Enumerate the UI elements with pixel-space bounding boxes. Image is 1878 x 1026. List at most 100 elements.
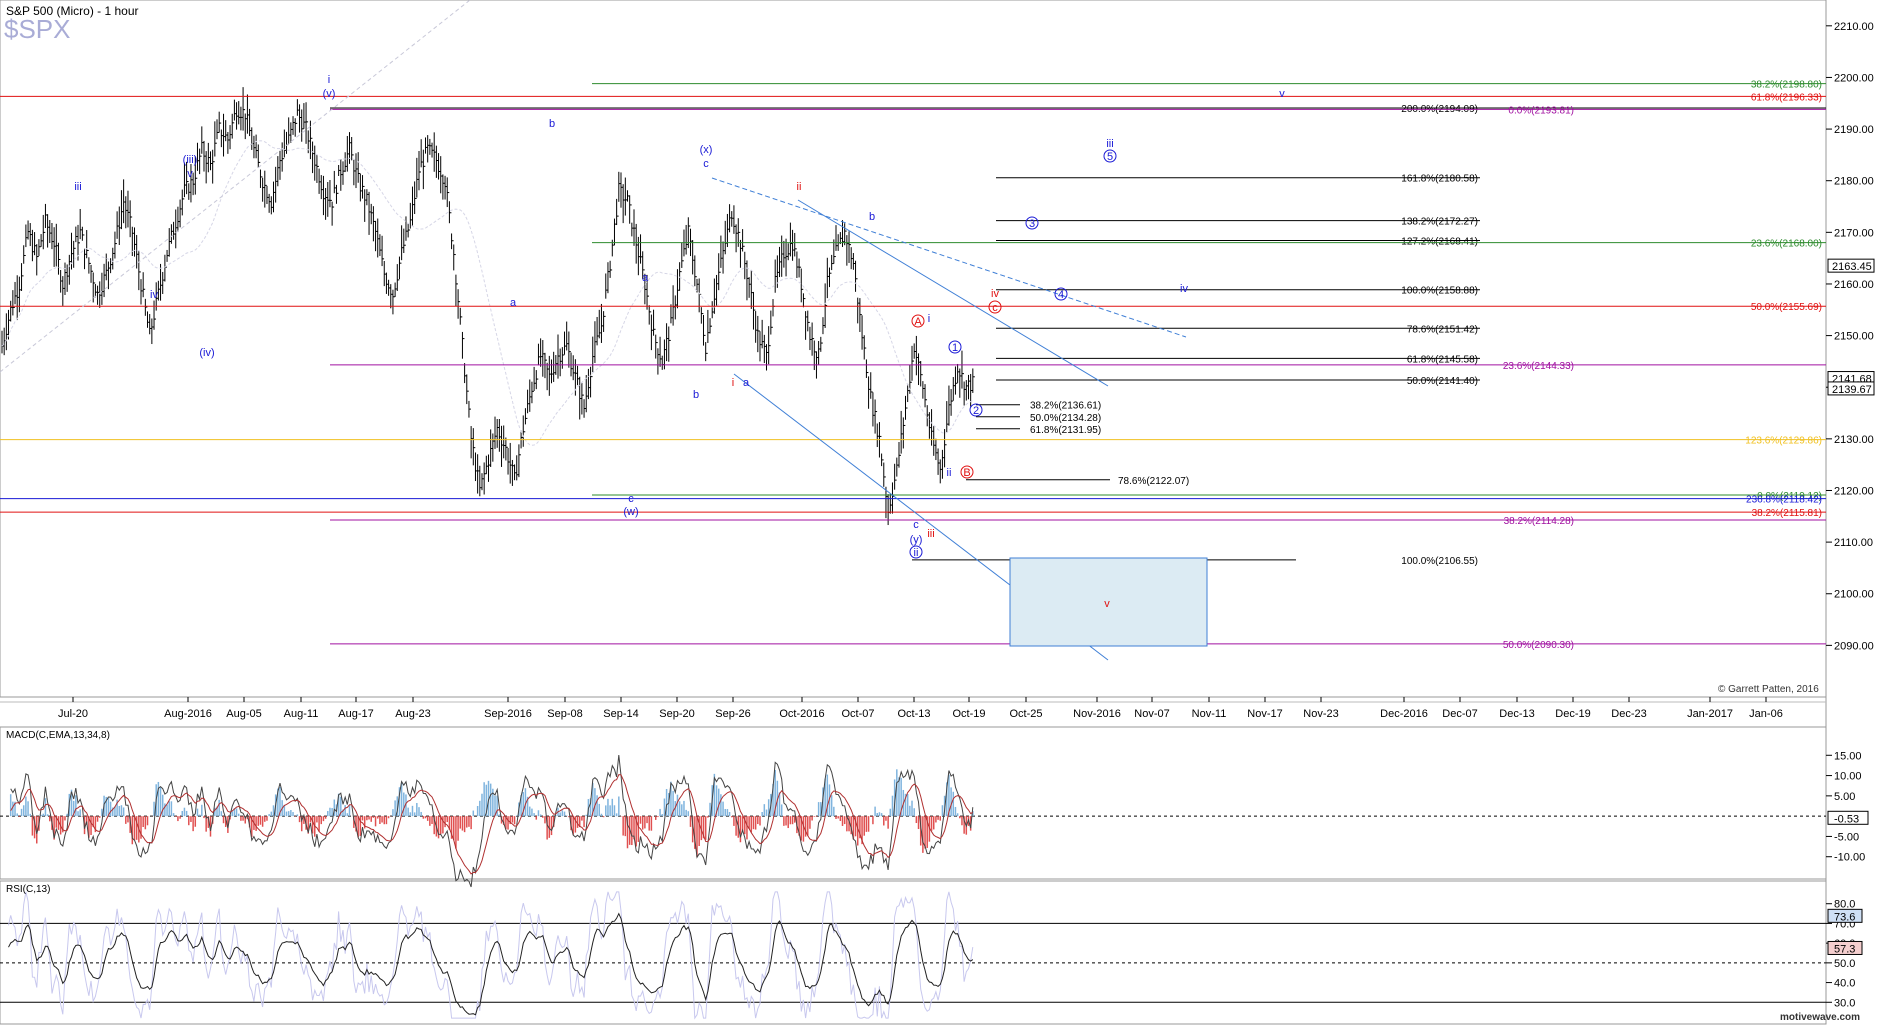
x-tick-label: Oct-13 [897, 708, 930, 720]
level-label: 50.0%(2141.40) [1407, 376, 1478, 387]
wave-label: c [992, 302, 998, 314]
copyright-text: © Garrett Patten, 2016 [1718, 684, 1819, 695]
x-tick-label: Nov-2016 [1073, 708, 1121, 720]
level-label: 78.6%(2151.42) [1407, 324, 1478, 335]
level-label: 100.0%(2106.55) [1401, 556, 1478, 567]
wave-circle [1054, 287, 1068, 301]
x-tick-label: Jan-2017 [1687, 708, 1733, 720]
x-tick-label: Dec-07 [1442, 708, 1477, 720]
wave-label: iii [1106, 138, 1113, 150]
wave-label: v [187, 168, 193, 180]
x-tick-label: Aug-05 [226, 708, 261, 720]
wave-circle [1103, 149, 1117, 163]
level-label: 61.8%(2131.95) [1030, 425, 1101, 436]
moving-average-line [1, 140, 974, 446]
level-label: 100.0%(2158.88) [1401, 286, 1478, 297]
rsi-tick-label: 40.0 [1834, 978, 1855, 990]
level-label: 78.6%(2122.07) [1118, 476, 1189, 487]
macd-line [10, 755, 974, 888]
macd-tick-label: 10.00 [1834, 771, 1862, 783]
y-tick-label: 2200.00 [1834, 72, 1874, 84]
level-label: 38.2%(2198.80) [1751, 80, 1822, 91]
level-label: 0.0%(2193.81) [1508, 105, 1574, 116]
wave-circle [988, 300, 1002, 314]
macd-last-box [1827, 810, 1869, 825]
wave-label: a [743, 377, 750, 389]
x-tick-label: Oct-07 [841, 708, 874, 720]
level-label: 50.0%(2134.28) [1030, 413, 1101, 424]
wave-label: 1 [952, 342, 958, 354]
ma-polyline [1, 140, 974, 446]
rsi-title: RSI(C,13) [6, 884, 51, 895]
trendline-upper-dashed [711, 177, 1187, 338]
trend-lines [0, 0, 1187, 661]
wave-circle [960, 465, 974, 479]
level-label: 23.6%(2144.33) [1503, 361, 1574, 372]
y-tick-label: 2160.00 [1834, 279, 1874, 291]
last-price-box [1827, 381, 1875, 396]
target-box [1009, 557, 1208, 647]
wave-label: ii [797, 181, 802, 193]
level-label: 50.0%(2155.69) [1751, 302, 1822, 313]
wave-label: 5 [1107, 151, 1113, 163]
wave-label: v [1279, 88, 1285, 100]
macd-title: MACD(C,EMA,13,34,8) [6, 730, 110, 741]
rsi-indicator: 80.070.060.050.040.030.073.657.3 [0, 891, 1863, 1020]
rsi-tick-label: 50.0 [1834, 958, 1855, 970]
wave-label: v [1104, 598, 1110, 610]
wave-label: iii [74, 181, 81, 193]
level-label: 38.2%(2136.61) [1030, 401, 1101, 412]
y-tick-label: 2090.00 [1834, 640, 1874, 652]
level-label: 50.0%(2090.30) [1503, 640, 1574, 651]
price-y-axis: 2090.002100.002110.002120.002130.002140.… [1826, 21, 1875, 652]
rsi-last-label: 57.3 [1834, 943, 1855, 955]
last-price-box [1827, 258, 1875, 273]
x-tick-label: Dec-23 [1611, 708, 1646, 720]
y-tick-label: 2150.00 [1834, 331, 1874, 343]
rsi-tick-label: 80.0 [1834, 899, 1855, 911]
wave-label: i [732, 377, 734, 389]
wave-circle [948, 340, 962, 354]
level-label: 23.6%(2168.00) [1751, 239, 1822, 250]
wave-label: (v) [323, 88, 336, 100]
wave-label: ii [947, 467, 952, 479]
y-tick-label: 2190.00 [1834, 124, 1874, 136]
wave-label: b [549, 118, 555, 130]
wave-label: B [963, 467, 970, 479]
macd-tick-label: -5.00 [1834, 831, 1859, 843]
level-label: 161.8%(2180.58) [1401, 174, 1478, 185]
x-tick-label: Dec-19 [1555, 708, 1590, 720]
wave-label: (x) [700, 144, 713, 156]
wave-label: (iii) [183, 154, 198, 166]
wave-circle [911, 314, 925, 328]
x-tick-label: Nov-17 [1247, 708, 1282, 720]
wave-label: c [628, 493, 634, 505]
x-tick-label: Aug-2016 [164, 708, 212, 720]
x-tick-label: Oct-19 [952, 708, 985, 720]
level-label: 38.2%(2114.28) [1504, 516, 1574, 527]
x-tick-label: Sep-20 [659, 708, 694, 720]
x-tick-label: Aug-17 [338, 708, 373, 720]
wave-label: iii [927, 528, 934, 540]
wave-label: b [693, 389, 699, 401]
price-bars [1, 87, 975, 526]
level-label: 38.2%(2115.81) [1752, 508, 1822, 519]
wave-label: A [914, 316, 922, 328]
wave-label: c [913, 519, 919, 531]
y-tick-label: 2100.00 [1834, 589, 1874, 601]
wave-label: 3 [1029, 218, 1035, 230]
y-tick-label: 2210.00 [1834, 21, 1874, 33]
macd-tick-label: 5.00 [1834, 791, 1855, 803]
x-tick-label: Sep-14 [603, 708, 638, 720]
y-tick-label: 2180.00 [1834, 176, 1874, 188]
macd-signal-line [10, 774, 974, 875]
x-tick-label: Oct-2016 [779, 708, 824, 720]
level-label: 138.2%(2172.27) [1401, 217, 1478, 228]
rsi-line [8, 912, 974, 1016]
wave-circle [909, 545, 923, 559]
x-tick-label: Nov-11 [1192, 708, 1227, 720]
last-price-label: 2139.67 [1832, 384, 1872, 396]
level-label: 61.8%(2145.58) [1407, 354, 1478, 365]
